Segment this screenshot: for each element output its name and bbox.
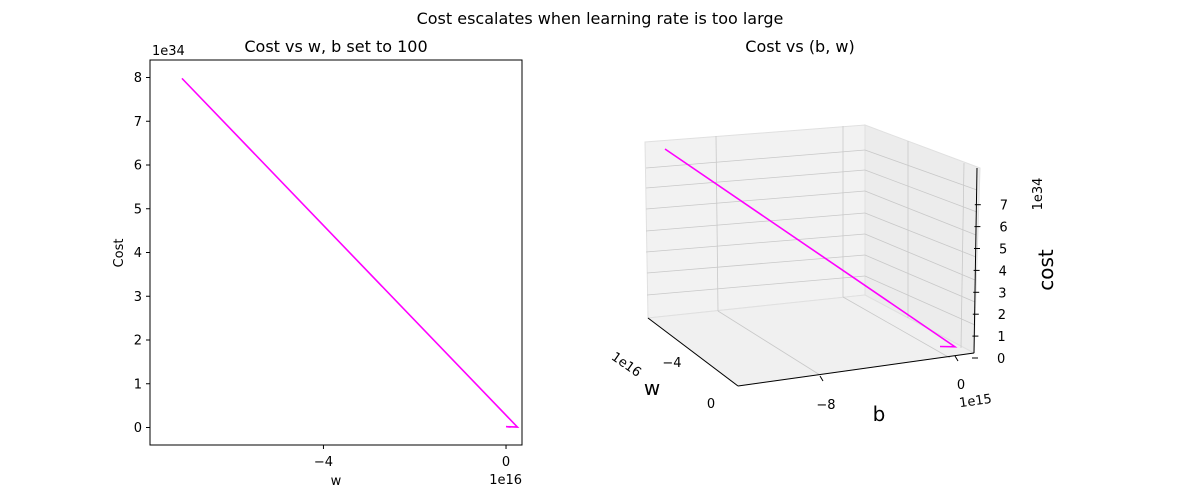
b-tick-label: 0 bbox=[957, 378, 965, 393]
y-tick-label: 5 bbox=[134, 202, 142, 217]
cost-scale-label: 1e34 bbox=[1031, 178, 1046, 211]
y-tick-label: 2 bbox=[134, 334, 142, 349]
plot-area bbox=[149, 59, 523, 446]
cost-tick-label: 3 bbox=[998, 286, 1006, 301]
y-tick-label: 0 bbox=[134, 421, 142, 436]
y-tick-label: 1 bbox=[134, 377, 142, 392]
chart-cost-vs-w: Cost vs w, b set to 100 0 1 2 3 4 5 6 7 8 −4 0 1e… bbox=[112, 37, 523, 489]
b-axis-line bbox=[737, 352, 975, 387]
y-tick-label: 3 bbox=[134, 290, 142, 305]
b-axis-label: b bbox=[873, 402, 886, 426]
w-axis-ticks: −4 0 bbox=[662, 356, 715, 412]
x-tick-label: −4 bbox=[314, 455, 333, 470]
x-tick-label: 0 bbox=[502, 455, 510, 470]
x-axis-label: w bbox=[331, 474, 342, 489]
y-tick-label: 8 bbox=[134, 71, 142, 86]
figure-title: Cost escalates when learning rate is too… bbox=[417, 9, 784, 28]
y-axis-ticks: 0 1 2 3 4 5 6 7 8 bbox=[134, 71, 150, 436]
cost-tick-label: 2 bbox=[998, 308, 1006, 323]
chart-title: Cost vs w, b set to 100 bbox=[244, 37, 427, 56]
series-line-3d bbox=[664, 148, 958, 348]
w-scale-label: 1e16 bbox=[608, 350, 643, 381]
b-scale-label: 1e15 bbox=[958, 392, 993, 411]
b-tick-mark bbox=[819, 375, 824, 382]
chart-title: Cost vs (b, w) bbox=[745, 37, 854, 56]
cost-tick-label: 7 bbox=[1000, 199, 1008, 214]
cost-axis-line bbox=[973, 167, 978, 354]
grid bbox=[645, 126, 978, 376]
cost-axis-ticks: 0 1 2 3 4 5 6 7 bbox=[972, 199, 1008, 367]
w-axis-label: w bbox=[644, 376, 660, 400]
y-tick-label: 6 bbox=[134, 159, 142, 174]
cost-tick-label: 0 bbox=[997, 352, 1005, 367]
cost-tick-label: 4 bbox=[999, 264, 1007, 279]
w-axis-line bbox=[647, 317, 739, 387]
cost-tick-label: 6 bbox=[999, 221, 1007, 236]
chart-cost-vs-bw-3d: Cost vs (b, w) bbox=[608, 37, 1058, 426]
y-scale-label: 1e34 bbox=[152, 44, 185, 59]
w-tick-label: 0 bbox=[707, 397, 715, 412]
b-tick-label: −8 bbox=[816, 398, 835, 413]
x-scale-label: 1e16 bbox=[489, 473, 522, 488]
series-line bbox=[181, 77, 520, 428]
cost-tick-label: 1 bbox=[997, 330, 1005, 345]
cost-axis-label: cost bbox=[1034, 249, 1058, 291]
y-tick-label: 7 bbox=[134, 115, 142, 130]
b-tick-mark bbox=[954, 355, 959, 362]
w-tick-label: −4 bbox=[662, 356, 681, 371]
b-axis-ticks: −8 0 bbox=[816, 355, 965, 413]
back-pane bbox=[644, 124, 866, 319]
y-tick-label: 4 bbox=[134, 246, 142, 261]
cost-tick-label: 5 bbox=[999, 243, 1007, 258]
x-axis-ticks: −4 0 bbox=[314, 445, 510, 470]
y-axis-label: Cost bbox=[112, 239, 127, 268]
